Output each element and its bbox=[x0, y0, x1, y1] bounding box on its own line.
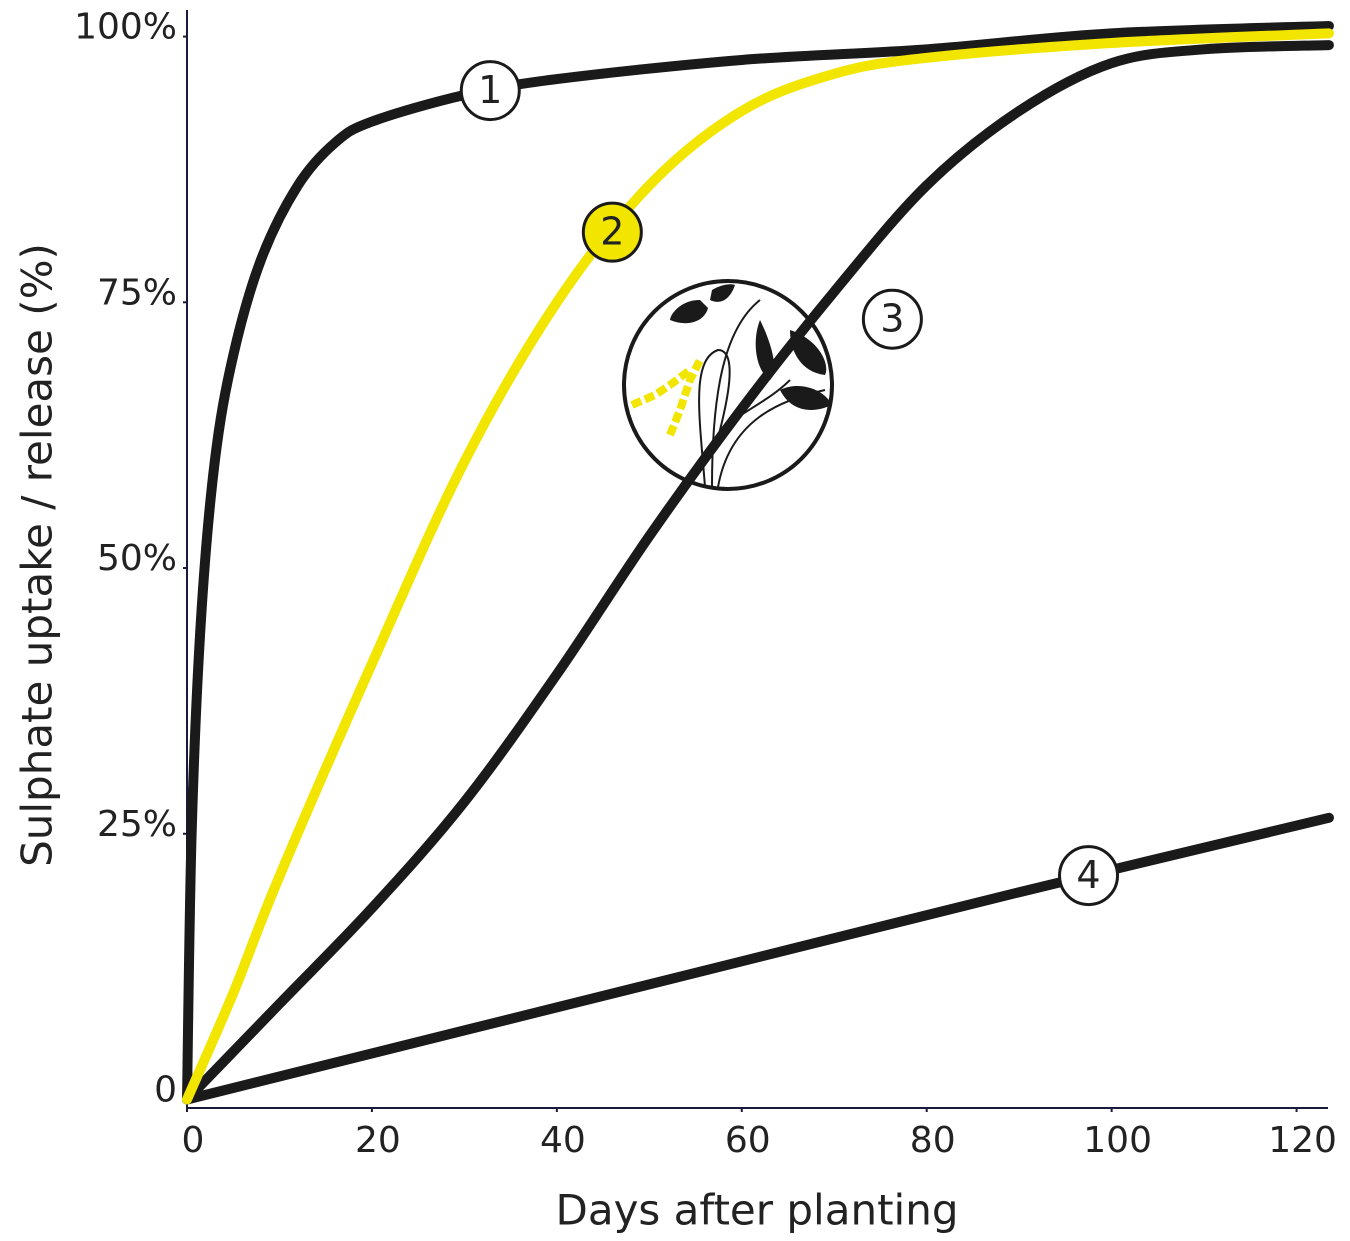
y-tick-label: 0 bbox=[154, 1069, 177, 1110]
y-tick-label: 25% bbox=[97, 804, 177, 845]
line bbox=[182, 28, 1334, 1105]
series-label: 1 bbox=[478, 68, 502, 112]
y-tick-label: 100% bbox=[74, 7, 177, 48]
line bbox=[182, 812, 1334, 1105]
x-tick-label: 80 bbox=[910, 1120, 956, 1161]
series-label: 3 bbox=[880, 297, 904, 341]
y-tick-label: 75% bbox=[97, 272, 177, 313]
series-label: 2 bbox=[600, 210, 624, 254]
line bbox=[182, 40, 1334, 1105]
series-label-badge bbox=[861, 288, 923, 350]
y-tick-label: 50% bbox=[97, 538, 177, 579]
series-label-badge bbox=[1058, 845, 1120, 907]
series-label: 4 bbox=[1076, 853, 1100, 897]
series-label-badge bbox=[581, 201, 643, 263]
plant-illustration bbox=[622, 279, 834, 491]
x-tick-label: 0 bbox=[182, 1120, 205, 1161]
x-tick-label: 120 bbox=[1268, 1120, 1337, 1161]
y-axis-title: Sulphate uptake / release (%) bbox=[13, 243, 62, 867]
series-label-badge bbox=[459, 60, 521, 122]
x-tick-label: 40 bbox=[540, 1120, 586, 1161]
x-tick-label: 20 bbox=[355, 1120, 401, 1161]
line bbox=[182, 20, 1334, 1105]
x-tick-label: 100 bbox=[1083, 1120, 1152, 1161]
x-tick-label: 60 bbox=[725, 1120, 771, 1161]
x-axis-title: Days after planting bbox=[556, 1186, 959, 1235]
